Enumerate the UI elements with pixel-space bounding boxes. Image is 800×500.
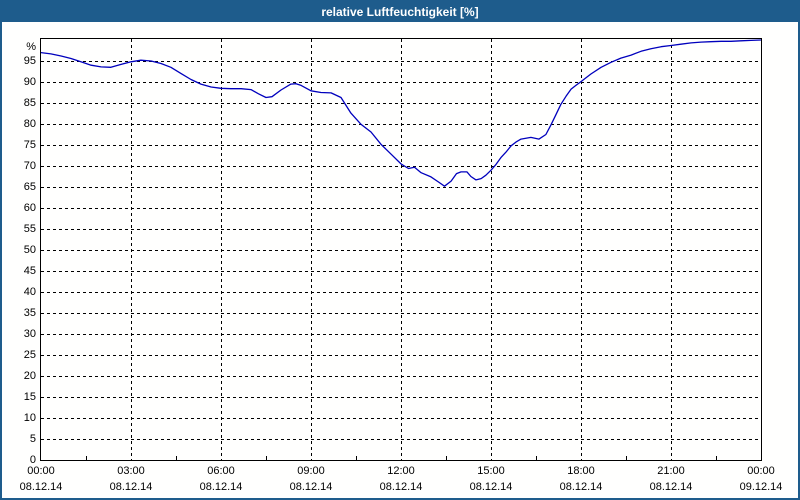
plot-area bbox=[40, 38, 762, 461]
y-axis-label-15: 15 bbox=[23, 390, 36, 403]
humidity-line bbox=[41, 39, 761, 187]
y-axis-label-35: 35 bbox=[23, 306, 36, 319]
x-axis-date-label-21: 08.12.14 bbox=[649, 481, 693, 493]
y-axis-label-80: 80 bbox=[23, 117, 36, 130]
y-axis-label-40: 40 bbox=[23, 285, 36, 298]
y-axis-label-0: 0 bbox=[29, 453, 36, 466]
x-axis-date-label-3: 08.12.14 bbox=[109, 481, 153, 493]
y-axis-label-85: 85 bbox=[23, 96, 36, 109]
x-axis-time-label-12: 12:00 bbox=[387, 465, 415, 477]
x-axis-date-label-0: 08.12.14 bbox=[19, 481, 63, 493]
y-axis-label-25: 25 bbox=[23, 348, 36, 361]
y-axis-label-50: 50 bbox=[23, 243, 36, 256]
x-axis-time-label-18: 18:00 bbox=[567, 465, 595, 477]
x-axis-time-label-0: 00:00 bbox=[27, 465, 55, 477]
x-axis-date-label-24: 09.12.14 bbox=[739, 481, 783, 493]
x-axis-date-label-15: 08.12.14 bbox=[469, 481, 513, 493]
y-axis-label-70: 70 bbox=[23, 159, 36, 172]
y-axis-label-45: 45 bbox=[23, 264, 36, 277]
x-axis-date-label-6: 08.12.14 bbox=[199, 481, 243, 493]
chart-title: relative Luftfeuchtigkeit [%] bbox=[321, 5, 479, 19]
y-axis-label-60: 60 bbox=[23, 201, 36, 214]
chart-region: % 0 5 10 15 20 25 30 35 40 45 50 55 60 65 70 75 80 85 90 95 0… bbox=[2, 22, 798, 498]
x-axis-date-label-12: 08.12.14 bbox=[379, 481, 423, 493]
y-axis-label-5: 5 bbox=[29, 432, 36, 445]
y-axis-label-95: 95 bbox=[23, 54, 36, 67]
x-axis-time-label-6: 06:00 bbox=[207, 465, 235, 477]
y-axis-label-90: 90 bbox=[23, 75, 36, 88]
x-axis-time-label-21: 21:00 bbox=[657, 465, 685, 477]
x-axis-date-label-18: 08.12.14 bbox=[559, 481, 603, 493]
y-axis-unit-label: % bbox=[26, 41, 36, 53]
y-axis-label-20: 20 bbox=[23, 369, 36, 382]
y-axis-label-10: 10 bbox=[23, 411, 36, 424]
humidity-chart-svg bbox=[41, 39, 761, 460]
x-axis-time-label-3: 03:00 bbox=[117, 465, 145, 477]
y-axis-label-75: 75 bbox=[23, 138, 36, 151]
y-axis-label-30: 30 bbox=[23, 327, 36, 340]
y-axis-label-55: 55 bbox=[23, 222, 36, 235]
x-axis-time-label-24: 00:00 bbox=[747, 465, 775, 477]
y-axis-label-65: 65 bbox=[23, 180, 36, 193]
title-bar: relative Luftfeuchtigkeit [%] bbox=[2, 2, 798, 22]
x-axis-time-label-9: 09:00 bbox=[297, 465, 325, 477]
x-axis-date-label-9: 08.12.14 bbox=[289, 481, 333, 493]
x-axis-time-label-15: 15:00 bbox=[477, 465, 505, 477]
